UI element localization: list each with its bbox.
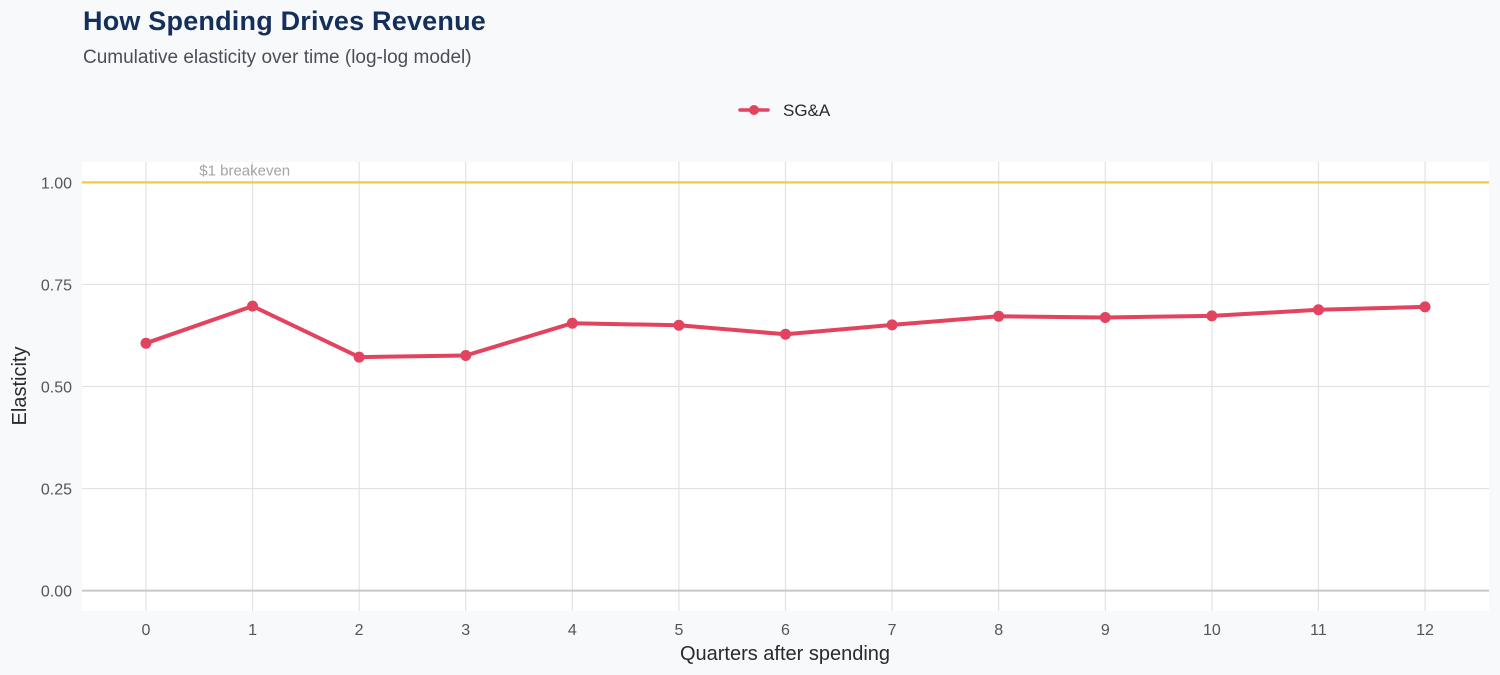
data-point [673, 319, 685, 331]
x-tick-label: 12 [1416, 622, 1434, 639]
axis-ticks: 0.000.250.500.751.000 1 2 3 4 5 6 7 8 9 10 11 12 [41, 175, 1434, 639]
data-point [780, 328, 791, 340]
x-tick-label: 8 [994, 622, 1003, 639]
chart-title: How Spending Drives Revenue [83, 6, 486, 36]
x-axis-label: Quarters after spending [680, 643, 890, 665]
data-point [353, 351, 365, 363]
y-tick-label: 0.50 [41, 380, 72, 397]
data-point [1419, 301, 1431, 313]
x-tick-label: 4 [568, 622, 577, 639]
data-point [1099, 312, 1111, 324]
data-point [566, 317, 578, 329]
y-tick-label: 0.00 [41, 584, 72, 601]
x-tick-label: 6 [781, 622, 790, 639]
x-tick-label: 11 [1310, 622, 1327, 639]
legend-label: SG&A [783, 101, 831, 120]
x-tick-label: 0 [142, 622, 151, 639]
data-point [993, 310, 1005, 322]
legend-swatch-point [749, 105, 759, 115]
series-layer [140, 300, 1431, 363]
data-point [1312, 304, 1324, 316]
data-point [247, 300, 259, 312]
y-tick-label: 0.75 [41, 277, 72, 294]
x-tick-label: 3 [461, 622, 470, 639]
x-tick-label: 2 [355, 622, 364, 639]
breakeven-label: $1 breakeven [199, 162, 290, 179]
y-axis-label: Elasticity [9, 347, 31, 426]
data-point [140, 337, 152, 349]
data-point [1206, 310, 1218, 322]
y-tick-label: 0.25 [41, 482, 72, 499]
x-tick-label: 1 [248, 622, 257, 639]
x-tick-label: 10 [1203, 622, 1221, 639]
reference-layer: $1 breakeven [82, 162, 1489, 592]
x-tick-label: 7 [888, 622, 897, 639]
y-tick-label: 1.00 [41, 175, 72, 192]
x-tick-label: 5 [674, 622, 683, 639]
chart-subtitle: Cumulative elasticity over time (log-log… [83, 47, 472, 68]
legend: SG&A [738, 101, 831, 120]
data-point [886, 319, 898, 331]
x-tick-label: 9 [1101, 622, 1110, 639]
data-point [460, 349, 472, 361]
